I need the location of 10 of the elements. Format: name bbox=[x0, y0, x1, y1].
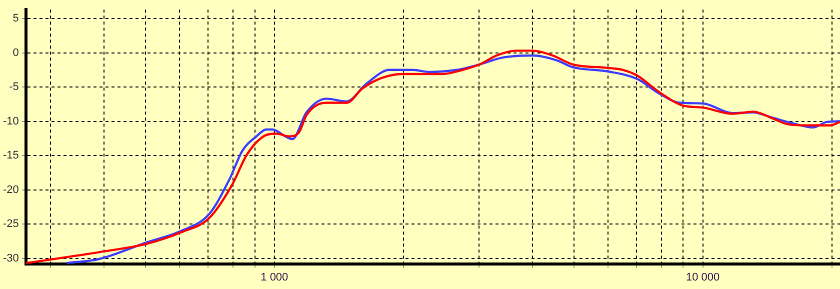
x-tick-label: 10 000 bbox=[686, 271, 720, 284]
x-tick-label: 1 000 bbox=[260, 271, 288, 284]
y-tick-label: 5 bbox=[12, 12, 19, 25]
y-tick-label: -20 bbox=[2, 184, 19, 196]
y-tick-label: -10 bbox=[2, 115, 19, 128]
y-tick-label: -30 bbox=[2, 252, 19, 264]
y-tick-label: -15 bbox=[2, 150, 19, 162]
y-tick-label: -25 bbox=[2, 218, 19, 230]
y-tick-label: -5 bbox=[9, 81, 19, 94]
y-tick-label: 0 bbox=[12, 46, 19, 59]
